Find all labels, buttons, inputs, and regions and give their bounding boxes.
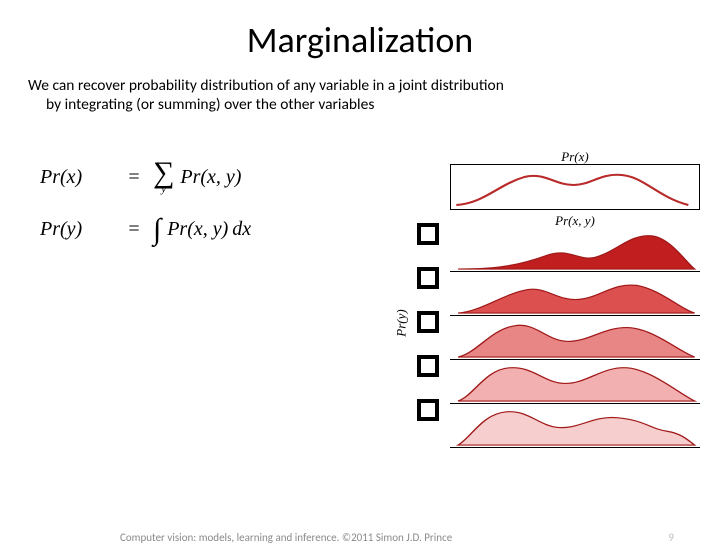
figure-block: Pr(y) Pr(x) Pr(x, y) (390, 150, 700, 448)
summation-icon: ∑ y (153, 160, 174, 195)
footer-text: Computer vision: models, learning and in… (120, 531, 452, 544)
y-box (412, 344, 444, 388)
y-box (412, 256, 444, 300)
joint-chart-label: Pr(x, y) (450, 214, 700, 228)
equations-block: Pr(x) = ∑ y Pr(x, y) Pr(y) = ∫ Pr(x, y) … (40, 150, 360, 448)
integral-icon: ∫ (153, 213, 161, 247)
body-line-1: We can recover probability distribution … (28, 76, 680, 95)
eq2-rhs: Pr(x, y) dx (167, 218, 251, 241)
y-box (412, 300, 444, 344)
eq2-sign: = (115, 218, 153, 241)
joint-slice-chart (450, 360, 700, 404)
equation-2: Pr(y) = ∫ Pr(x, y) dx (40, 213, 360, 247)
joint-slice-chart (450, 316, 700, 360)
eq1-rhs: Pr(x, y) (180, 166, 241, 189)
side-axis-label: Pr(y) (394, 309, 410, 336)
content-row: Pr(x) = ∑ y Pr(x, y) Pr(y) = ∫ Pr(x, y) … (0, 150, 720, 448)
footer: Computer vision: models, learning and in… (0, 531, 720, 544)
y-box (412, 212, 444, 256)
y-box (412, 388, 444, 432)
joint-slice-chart (450, 228, 700, 272)
equation-1: Pr(x) = ∑ y Pr(x, y) (40, 160, 360, 195)
body-line-2: by integrating (or summing) over the oth… (46, 95, 680, 114)
page-number: 9 (668, 531, 674, 544)
eq2-lhs: Pr(y) (40, 218, 115, 241)
top-chart-label: Pr(x) (450, 150, 700, 164)
body-text: We can recover probability distribution … (28, 76, 680, 115)
eq1-lhs: Pr(x) (40, 166, 115, 189)
marginal-x-chart (450, 164, 700, 210)
joint-slice-chart (450, 272, 700, 316)
charts-column: Pr(x) Pr(x, y) (450, 150, 700, 448)
page-title: Marginalization (0, 18, 720, 62)
eq1-sign: = (115, 166, 153, 189)
joint-slice-chart (450, 404, 700, 448)
y-boxes-column (412, 150, 444, 448)
